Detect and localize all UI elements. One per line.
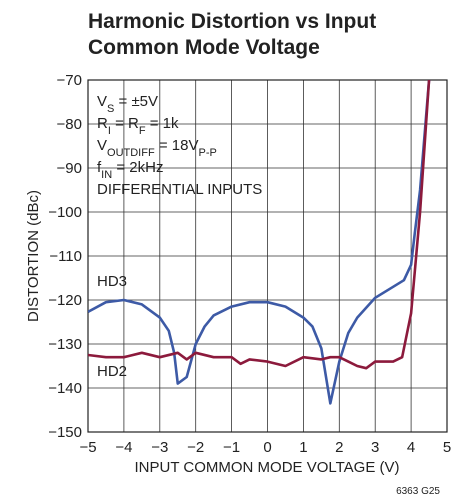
x-tick-label: −1 [223, 439, 240, 456]
x-tick-label: −3 [151, 439, 168, 456]
annotation: VOUTDIFF = 18VP-P [97, 137, 217, 159]
series-label: HD2 [97, 363, 127, 380]
annotation-part: = ±5V [114, 93, 158, 110]
annotation-part: = 1k [146, 115, 179, 132]
annotation-part: V [97, 93, 107, 110]
y-tick-label: −70 [57, 72, 82, 89]
series-label: HD3 [97, 273, 127, 290]
x-tick-label: 1 [299, 439, 307, 456]
y-tick-label: −110 [49, 248, 82, 265]
annotation-part: F [139, 125, 146, 137]
annotation-part: = 18V [155, 137, 199, 154]
plot-frame [87, 79, 448, 433]
y-tick-label: −120 [48, 292, 82, 309]
chart-title: Harmonic Distortion vs Input [88, 10, 376, 33]
annotation-part: V [97, 137, 107, 154]
series-line [88, 80, 431, 405]
annotation-part: OUTDIFF [107, 147, 155, 159]
annotation-part: I [108, 125, 111, 137]
x-axis-label: INPUT COMMON MODE VOLTAGE (V) [134, 459, 399, 476]
y-tick-label: −130 [48, 336, 82, 353]
x-tick-label: −4 [115, 439, 132, 456]
y-tick-label: −80 [57, 116, 82, 133]
annotation-part: DIFFERENTIAL INPUTS [97, 181, 262, 198]
y-tick-label: −140 [48, 380, 82, 397]
y-tick-label: −90 [57, 160, 82, 177]
chart-title: Common Mode Voltage [88, 36, 320, 59]
y-tick-label: −150 [48, 424, 82, 441]
x-tick-label: −5 [79, 439, 96, 456]
x-tick-label: −2 [187, 439, 204, 456]
footnote: 6363 G25 [396, 486, 440, 497]
annotation: fIN = 2kHz [97, 159, 163, 181]
annotation-part: = 2kHz [112, 159, 163, 176]
annotation-part: S [107, 103, 114, 115]
x-tick-label: 4 [407, 439, 415, 456]
annotation: DIFFERENTIAL INPUTS [97, 181, 262, 198]
y-axis-label: DISTORTION (dBc) [25, 190, 42, 322]
x-tick-label: 0 [263, 439, 271, 456]
annotation-part: P-P [198, 147, 216, 159]
annotation-part: = R [111, 115, 139, 132]
x-tick-label: 5 [443, 439, 451, 456]
x-tick-label: 2 [335, 439, 343, 456]
y-tick-label: −100 [48, 204, 82, 221]
annotation-part: f [97, 159, 102, 176]
annotation: VS = ±5V [97, 93, 158, 115]
x-tick-label: 3 [371, 439, 379, 456]
annotation: RI = RF = 1k [97, 115, 179, 137]
annotation-part: IN [101, 169, 112, 181]
annotation-part: R [97, 115, 108, 132]
series-line [88, 80, 431, 370]
